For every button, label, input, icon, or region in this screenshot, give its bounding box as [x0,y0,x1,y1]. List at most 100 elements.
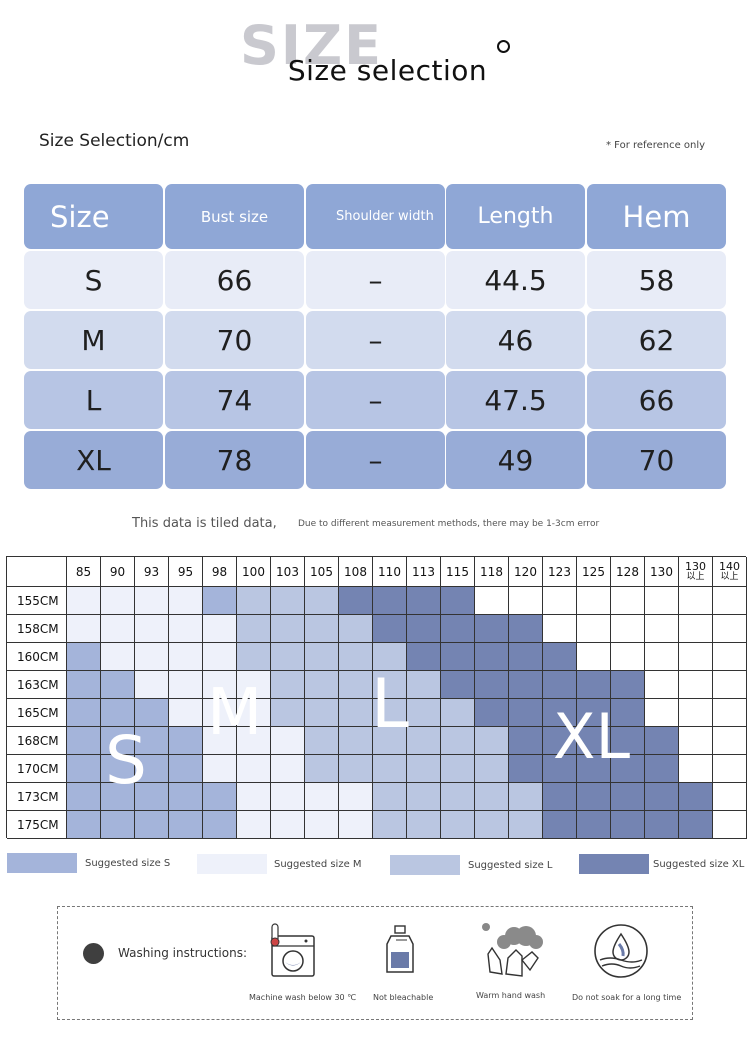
washing-machine-icon [270,923,315,977]
grid-cell [305,699,339,727]
grid-cell [577,671,611,699]
grid-cell [271,783,305,811]
grid-cell [339,755,373,783]
grid-cell [101,727,135,755]
grid-cell [407,783,441,811]
grid-cell [713,727,747,755]
grid-cell [169,671,203,699]
grid-cell [271,811,305,839]
grid-weight-header: 108 [339,557,373,587]
grid-cell [169,755,203,783]
grid-cell [135,615,169,643]
grid-cell [135,587,169,615]
grid-cell [441,643,475,671]
grid-weight-header: 140 以上 [713,557,747,587]
grid-corner-cell [7,557,67,587]
grid-weight-header: 123 [543,557,577,587]
grid-cell [611,811,645,839]
grid-weight-header: 113 [407,557,441,587]
grid-weight-header: 120 [509,557,543,587]
grid-cell [271,587,305,615]
bullet-dot-icon [83,943,104,964]
tiled-data-note: This data is tiled data, [132,516,277,531]
grid-cell [237,587,271,615]
grid-cell [305,811,339,839]
grid-cell [577,643,611,671]
legend-label: Suggested size M [274,859,362,870]
size-table-cell: – [306,371,445,429]
grid-cell [577,699,611,727]
wash-caption-bleach: Not bleachable [373,993,434,1002]
grid-cell [339,615,373,643]
grid-cell [305,783,339,811]
zone-label: XL [553,700,631,773]
grid-cell [135,671,169,699]
grid-cell [339,699,373,727]
grid-cell [577,587,611,615]
grid-cell [611,615,645,643]
grid-cell [543,643,577,671]
grid-cell [679,643,713,671]
legend-swatch [7,853,77,873]
grid-cell [475,783,509,811]
grid-height-label: 173CM [7,783,67,811]
grid-cell [203,587,237,615]
zone-label: M [207,676,263,750]
size-table-cell: 74 [165,371,304,429]
grid-cell [543,699,577,727]
grid-cell [645,587,679,615]
grid-cell [509,671,543,699]
grid-cell [543,727,577,755]
grid-cell [509,699,543,727]
legend-swatch [197,854,267,874]
grid-cell [203,811,237,839]
grid-cell [67,615,101,643]
grid-cell [135,699,169,727]
grid-cell [67,587,101,615]
grid-cell [237,727,271,755]
grid-cell [101,811,135,839]
grid-cell [475,671,509,699]
legend-label: Suggested size S [85,858,171,869]
grid-height-label: 163CM [7,671,67,699]
grid-cell [101,671,135,699]
grid-cell [339,587,373,615]
grid-cell [339,643,373,671]
grid-cell [577,727,611,755]
grid-cell [645,811,679,839]
size-table-cell: 66 [587,371,726,429]
grid-cell [577,755,611,783]
grid-cell [441,587,475,615]
grid-cell [407,643,441,671]
size-table-subtitle: Size Selection/cm [39,131,190,151]
grid-cell [101,615,135,643]
washing-instructions-box [57,906,693,1020]
circle-ornament-icon [497,40,510,53]
grid-cell [679,783,713,811]
grid-cell [135,643,169,671]
no-soak-icon [594,924,648,978]
legend-swatch [390,855,460,875]
grid-cell [679,699,713,727]
grid-cell [441,727,475,755]
grid-cell [611,643,645,671]
reference-note: * For reference only [606,140,706,151]
grid-cell [441,783,475,811]
size-table-cell: XL [24,431,163,489]
header-shoulder: Shoulder width [306,184,445,249]
grid-cell [713,755,747,783]
legend-swatch [579,854,649,874]
grid-cell [271,727,305,755]
grid-weight-header: 118 [475,557,509,587]
grid-cell [169,699,203,727]
grid-cell [169,811,203,839]
grid-cell [305,643,339,671]
grid-cell [67,755,101,783]
grid-cell [509,783,543,811]
grid-cell [203,755,237,783]
grid-cell [237,699,271,727]
grid-cell [271,671,305,699]
grid-cell [305,615,339,643]
grid-cell [543,811,577,839]
grid-cell [339,671,373,699]
